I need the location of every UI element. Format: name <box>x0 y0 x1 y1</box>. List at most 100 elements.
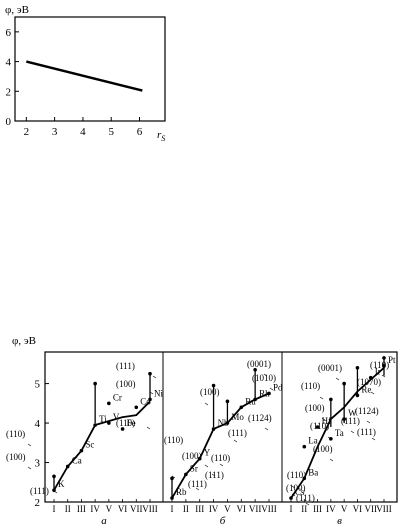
element-label: Sc <box>85 440 94 450</box>
range-bar-top-point <box>148 371 152 376</box>
top-series-line <box>26 60 143 92</box>
panel-x-tick-label: VIII <box>376 504 392 514</box>
panel-x-tick-label: V <box>106 504 113 514</box>
element-point <box>253 397 257 402</box>
face-annotation: (100) <box>305 403 325 413</box>
element-label: Cs <box>295 487 305 497</box>
element-label: Rh <box>259 388 270 398</box>
panel-letter: в <box>337 515 342 526</box>
annotation-leader <box>291 485 296 489</box>
panel-x-tick-label: II <box>183 504 189 514</box>
top-y-tick-label: 2 <box>6 86 12 98</box>
panel-x-tick-label: III <box>313 504 322 514</box>
element-label: Pd <box>273 382 283 392</box>
face-annotation: (111) <box>30 486 49 496</box>
element-point <box>289 496 293 500</box>
bottom-y-ticks: 2 3 4 5 <box>35 379 49 509</box>
element-label: Sr <box>190 463 198 473</box>
element-label: La <box>308 436 318 446</box>
face-annotation: (1124) <box>355 406 379 416</box>
element-label: V <box>113 412 120 422</box>
annotation-leader <box>264 427 269 431</box>
element-point <box>134 405 139 410</box>
annotation-leader <box>269 387 274 391</box>
bottom-plot-frame <box>44 351 398 503</box>
top-x-tick-label: 4 <box>80 126 86 138</box>
annotation-leader <box>321 417 326 421</box>
annotation-leader <box>27 466 32 470</box>
element-point <box>170 496 174 500</box>
annotation-leader <box>204 464 209 468</box>
range-bar-top-point <box>211 383 216 388</box>
element-label: Pt <box>388 355 396 365</box>
annotation-leader <box>53 490 58 494</box>
element-point <box>368 375 373 380</box>
element-label: Ca <box>72 455 82 465</box>
element-label: Ta <box>335 428 344 438</box>
annotation-leader <box>350 430 355 434</box>
element-point <box>52 488 56 492</box>
face-annotation: (110) <box>310 421 329 431</box>
element-point <box>79 448 84 453</box>
element-label: Hf <box>322 416 332 426</box>
top-y-tick-label: 0 <box>6 116 12 128</box>
panel-letter: б <box>220 515 226 526</box>
face-annotation: (110) <box>301 381 320 391</box>
annotation-leader <box>171 475 176 479</box>
element-point <box>315 425 320 429</box>
bottom-y-tick-label: 5 <box>35 379 41 391</box>
face-annotation: (100) <box>182 451 202 461</box>
range-bar-top-point <box>355 365 360 370</box>
panel-2: I II III IV V VI VII VIIIбRbSrYNbMoRuRhPd(110)(… <box>164 359 283 526</box>
face-annotation: (110) <box>287 470 306 480</box>
annotation-leader <box>366 420 371 424</box>
element-label: Ni <box>154 388 163 398</box>
element-point <box>382 364 386 368</box>
element-label: Ru <box>245 396 256 406</box>
face-annotation: (100) <box>286 483 306 493</box>
face-annotation: (111) <box>296 493 315 503</box>
top-x-ticks: 2 3 4 5 6 <box>24 117 143 138</box>
element-label: K <box>58 479 65 489</box>
element-label: Y <box>204 448 211 458</box>
top-y-ticks: 0 2 4 6 <box>6 27 19 128</box>
annotation-leader <box>381 374 386 378</box>
bottom-y-tick-label: 2 <box>35 497 41 509</box>
annotation-leader <box>211 473 216 477</box>
panel-x-tick-label: I <box>53 504 56 514</box>
face-annotation: (100) <box>116 379 136 389</box>
element-label: Mo <box>231 412 244 422</box>
panel-x-tick-label: IV <box>209 504 219 514</box>
annotation-leader <box>319 396 324 400</box>
top-y-tick-label: 6 <box>6 27 12 39</box>
trend-line <box>171 392 270 499</box>
panel-x-tick-label: VII <box>364 504 377 514</box>
top-y-axis-label: φ, эВ <box>5 4 29 16</box>
face-annotation: (1010) <box>252 373 276 383</box>
annotation-leader <box>195 487 200 491</box>
element-label: Cr <box>113 392 122 402</box>
panel-x-tick-label: II <box>65 504 71 514</box>
annotation-leader <box>263 373 268 377</box>
face-annotation: (100) <box>313 444 333 454</box>
element-point <box>120 427 125 431</box>
panel-x-tick-label: I <box>171 504 174 514</box>
top-x-axis-label-main: r <box>157 129 162 141</box>
top-x-tick-label: 2 <box>24 126 30 138</box>
annotation-leader <box>27 443 32 447</box>
bottom-y-tick-label: 4 <box>35 418 41 430</box>
element-label: Fe <box>127 418 136 428</box>
annotation-leader <box>305 502 310 506</box>
trend-line <box>290 367 385 499</box>
face-annotation: (110) <box>116 418 135 428</box>
annotation-leader <box>233 439 238 443</box>
face-annotation: (110) <box>164 435 183 445</box>
panel-3: I II III IV V VI VII VIIIвCsBaLaHfTaWReIrPt(110… <box>286 355 396 526</box>
top-plot-frame <box>14 16 166 122</box>
element-label: Nb <box>218 418 229 428</box>
annotation-leader <box>219 463 224 467</box>
annotation-leader <box>327 436 332 440</box>
